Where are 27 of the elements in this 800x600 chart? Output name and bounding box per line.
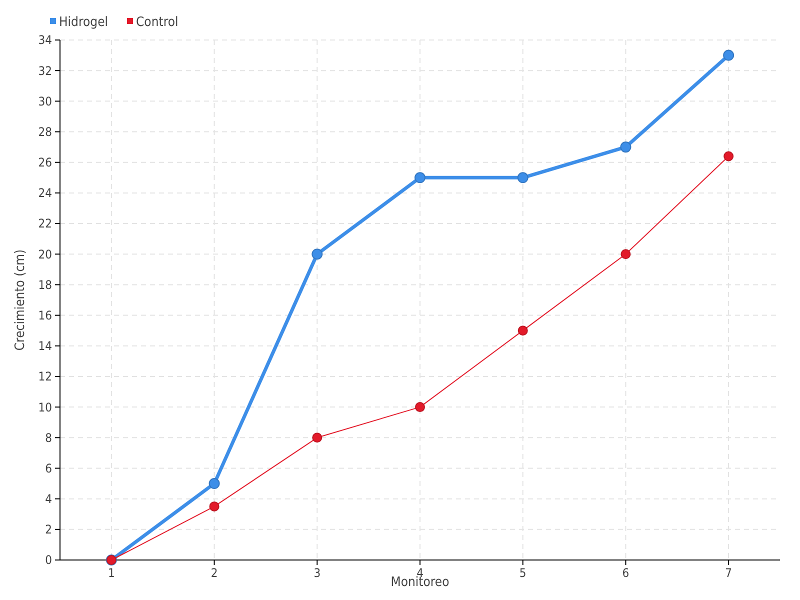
y-tick-label: 14 [38, 339, 52, 354]
y-tick-label: 24 [38, 186, 52, 200]
legend-label: Control [136, 15, 178, 30]
y-tick-label: 8 [45, 430, 52, 445]
y-tick-label: 32 [38, 64, 52, 78]
y-tick-label: 34 [38, 33, 52, 48]
y-tick-label: 26 [38, 156, 52, 170]
x-tick-label: 5 [519, 566, 526, 580]
y-tick-label: 22 [38, 216, 52, 231]
y-tick-label: 16 [38, 308, 52, 322]
y-tick-label: 0 [45, 553, 52, 568]
y-tick-label: 30 [38, 94, 52, 108]
y-tick-label: 28 [38, 124, 52, 139]
x-tick-label: 6 [622, 566, 630, 580]
y-tick-label: 18 [38, 278, 52, 292]
y-tick-label: 4 [45, 492, 52, 506]
x-tick-label: 1 [108, 566, 115, 580]
y-tick-label: 12 [38, 370, 52, 384]
y-tick-label: 10 [38, 400, 52, 414]
y-tick-label: 2 [45, 522, 52, 537]
y-tick-label: 6 [45, 461, 52, 476]
y-tick-label: 20 [38, 247, 52, 262]
x-tick-label: 2 [210, 566, 218, 580]
x-tick-label: 3 [314, 566, 321, 580]
legend-label: Hidrogel [59, 15, 108, 30]
y-axis-title: Crecimiento (cm) [13, 249, 28, 351]
x-tick-label: 7 [725, 566, 732, 580]
